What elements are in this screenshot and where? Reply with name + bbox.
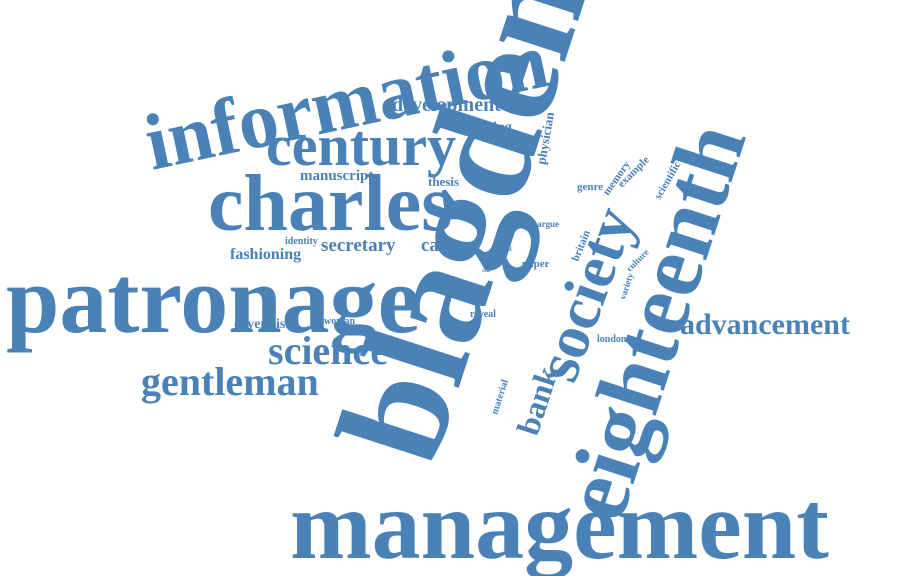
word-exploring: exploring bbox=[455, 120, 512, 135]
word-tool: tool bbox=[502, 247, 512, 253]
word-woman: woman bbox=[324, 316, 356, 327]
word-charles: charles bbox=[208, 160, 452, 248]
word-development: development bbox=[392, 94, 501, 116]
word-thesis: thesis bbox=[428, 174, 459, 189]
word-advancement: advancement bbox=[680, 308, 850, 341]
word-genre: genre bbox=[577, 181, 603, 193]
word-role: role bbox=[482, 269, 491, 274]
word-gentleman: gentleman bbox=[141, 359, 319, 404]
word-management: management bbox=[290, 472, 829, 576]
word-secretary: secretary bbox=[321, 235, 396, 256]
word-cavendish: cavendish bbox=[234, 317, 293, 332]
word-paper: paper bbox=[522, 258, 550, 270]
word-career: career bbox=[421, 235, 473, 256]
word-reveal: reveal bbox=[470, 309, 496, 320]
word-london: london bbox=[597, 334, 627, 345]
word-manuscript: manuscript bbox=[300, 168, 373, 184]
word-bank: bank bbox=[509, 362, 565, 439]
word-science: science bbox=[268, 328, 388, 373]
word-century: century bbox=[266, 113, 456, 178]
word-fashioning: fashioning bbox=[230, 246, 301, 263]
word-argue: argue bbox=[537, 219, 559, 229]
word-identity: identity bbox=[285, 236, 318, 247]
word-patronage: patronage bbox=[6, 246, 420, 353]
